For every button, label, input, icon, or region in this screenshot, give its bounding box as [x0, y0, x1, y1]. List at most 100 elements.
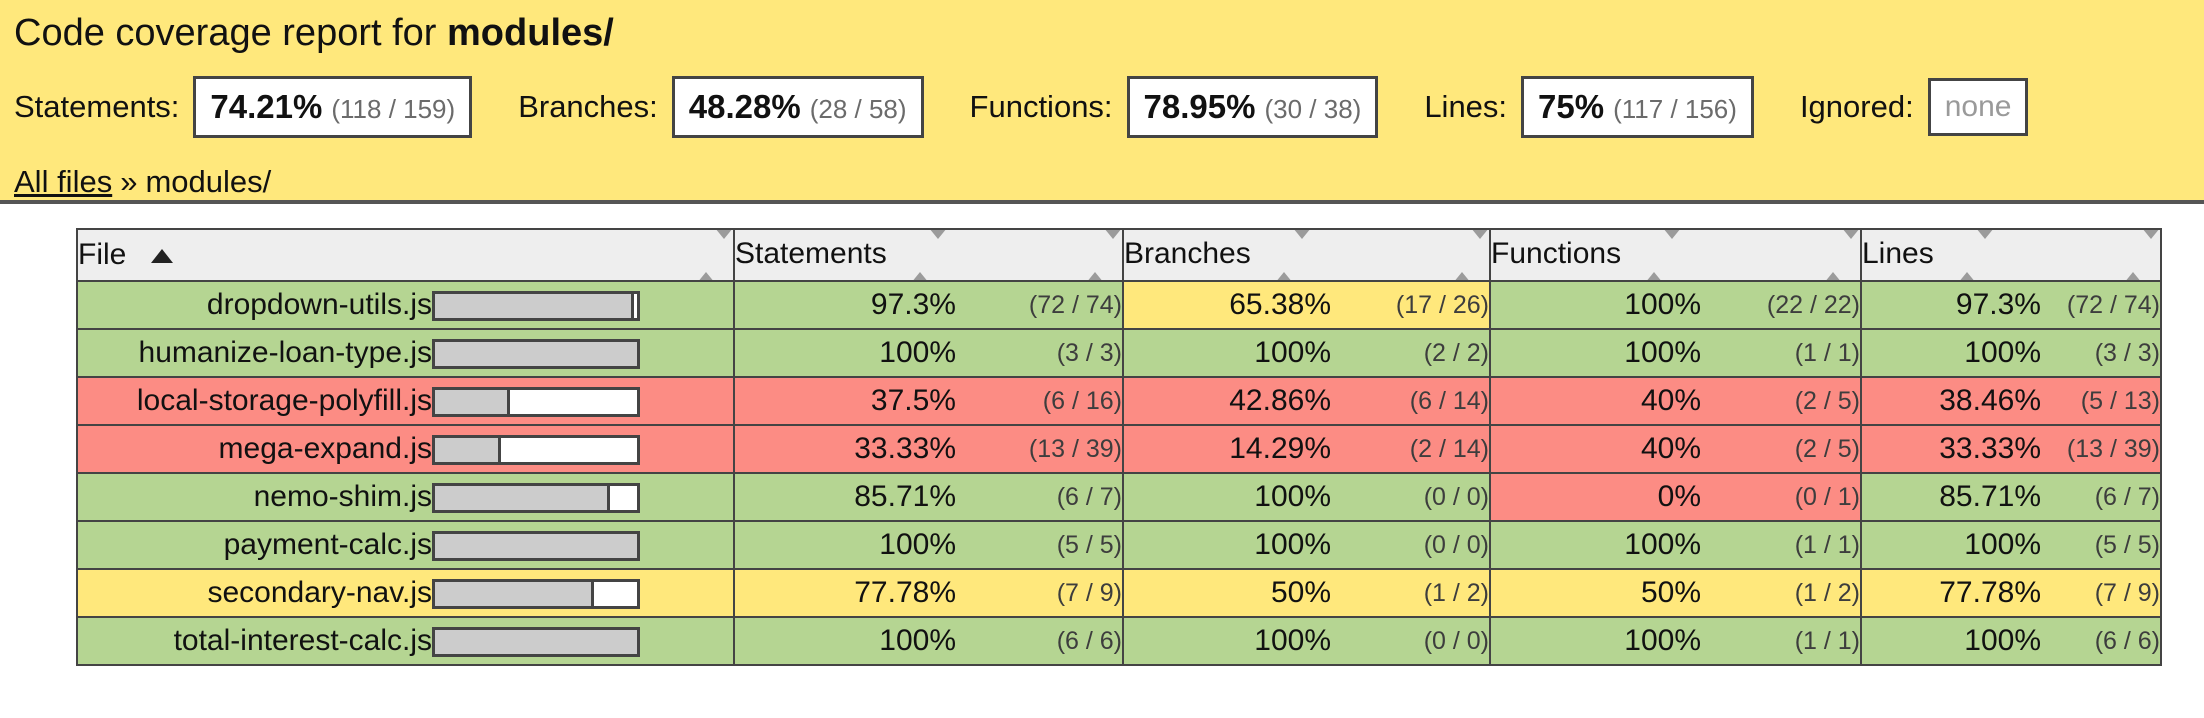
functions-abs-cell: (1 / 2) — [1701, 568, 1861, 618]
sort-icon — [697, 231, 733, 279]
coverage-bar-fill — [432, 483, 610, 514]
branches-abs-cell: (2 / 2) — [1331, 328, 1490, 378]
coverage-bar-fill — [432, 579, 594, 610]
stat-functions-fraction: (30 / 38) — [1264, 93, 1362, 124]
coverage-bar — [432, 387, 640, 418]
table-row: dropdown-utils.js 97.3% (72 / 74) 65.38% (17… — [77, 280, 2161, 330]
statements-pct-cell: 33.33% — [733, 424, 956, 474]
page-title: Code coverage report for modules/ — [14, 12, 2190, 56]
lines-abs-cell: (6 / 7) — [2041, 472, 2161, 522]
file-name-cell[interactable]: mega-expand.js — [77, 424, 432, 474]
lines-abs-cell: (3 / 3) — [2041, 328, 2161, 378]
functions-abs-cell: (2 / 5) — [1701, 376, 1861, 426]
functions-pct-cell: 50% — [1489, 568, 1701, 618]
column-header-functions[interactable]: Functions — [1489, 228, 1701, 282]
stat-lines-fraction: (117 / 156) — [1613, 93, 1737, 124]
lines-pct-cell: 100% — [1860, 520, 2041, 570]
column-header-branches[interactable]: Branches — [1122, 228, 1331, 282]
table-row: payment-calc.js 100% (5 / 5) 100% (0 / 0) 100… — [77, 520, 2161, 570]
file-name-cell[interactable]: dropdown-utils.js — [77, 280, 432, 330]
coverage-bar-fill — [432, 387, 510, 418]
sort-icon — [911, 231, 948, 279]
column-header-branches-abs[interactable] — [1331, 228, 1490, 282]
functions-abs-cell: (1 / 1) — [1701, 520, 1861, 570]
column-header-lines[interactable]: Lines — [1860, 228, 2041, 282]
coverage-bar-cell — [432, 328, 734, 378]
stat-statements-fraction: (118 / 159) — [331, 93, 456, 124]
report-body: File Statements Branches — [0, 204, 2204, 666]
branches-abs-cell: (17 / 26) — [1331, 280, 1490, 330]
file-name-cell[interactable]: local-storage-polyfill.js — [77, 376, 432, 426]
sort-icon — [1958, 231, 1995, 279]
functions-abs-cell: (1 / 1) — [1701, 616, 1861, 666]
branches-pct-cell: 42.86% — [1122, 376, 1331, 426]
statements-pct-cell: 77.78% — [733, 568, 956, 618]
branches-abs-cell: (2 / 14) — [1331, 424, 1490, 474]
table-row: humanize-loan-type.js 100% (3 / 3) 100% (2 /… — [77, 328, 2161, 378]
file-name-cell[interactable]: secondary-nav.js — [77, 568, 432, 618]
statements-pct-cell: 85.71% — [733, 472, 956, 522]
branches-abs-cell: (0 / 0) — [1331, 472, 1490, 522]
column-header-statements[interactable]: Statements — [733, 228, 956, 282]
table-row: secondary-nav.js 77.78% (7 / 9) 50% (1 / 2) 5… — [77, 568, 2161, 618]
report-header: Code coverage report for modules/ Statem… — [0, 0, 2204, 204]
lines-pct-cell: 38.46% — [1860, 376, 2041, 426]
lines-pct-cell: 85.71% — [1860, 472, 2041, 522]
branches-abs-cell: (0 / 0) — [1331, 520, 1490, 570]
column-header-bar[interactable] — [432, 228, 734, 282]
functions-pct-cell: 40% — [1489, 376, 1701, 426]
lines-pct-cell: 100% — [1860, 328, 2041, 378]
coverage-bar-fill — [432, 339, 640, 370]
stat-functions-value-box: 78.95% (30 / 38) — [1126, 75, 1379, 138]
functions-pct-cell: 100% — [1489, 280, 1701, 330]
stat-functions-label: Functions: — [969, 88, 1113, 124]
file-name-cell[interactable]: nemo-shim.js — [77, 472, 432, 522]
functions-abs-cell: (0 / 1) — [1701, 472, 1861, 522]
stat-lines-pct: 75% — [1538, 87, 1605, 125]
statements-abs-cell: (7 / 9) — [956, 568, 1123, 618]
file-name-cell[interactable]: total-interest-calc.js — [77, 616, 432, 666]
lines-pct-cell: 77.78% — [1860, 568, 2041, 618]
statements-pct-cell: 37.5% — [733, 376, 956, 426]
page-title-entity: modules/ — [447, 12, 614, 54]
table-header-row: File Statements Branches — [77, 228, 2161, 282]
stat-branches-fraction: (28 / 58) — [809, 93, 907, 124]
coverage-bar — [432, 531, 640, 562]
functions-abs-cell: (2 / 5) — [1701, 424, 1861, 474]
sort-icon — [1275, 231, 1312, 279]
stat-lines-value-box: 75% (117 / 156) — [1521, 75, 1754, 138]
column-header-statements-abs[interactable] — [956, 228, 1123, 282]
file-name-cell[interactable]: payment-calc.js — [77, 520, 432, 570]
file-name-cell[interactable]: humanize-loan-type.js — [77, 328, 432, 378]
branches-pct-cell: 100% — [1122, 328, 1331, 378]
table-row: total-interest-calc.js 100% (6 / 6) 100% (0 … — [77, 616, 2161, 666]
coverage-bar-empty — [501, 435, 640, 466]
stat-ignored: Ignored: none — [1800, 77, 2029, 136]
statements-abs-cell: (13 / 39) — [956, 424, 1123, 474]
column-header-file[interactable]: File — [77, 228, 432, 282]
statements-abs-cell: (6 / 7) — [956, 472, 1123, 522]
coverage-bar-cell — [432, 616, 734, 666]
breadcrumb-all-files-link[interactable]: All files — [14, 163, 113, 199]
branches-pct-cell: 100% — [1122, 616, 1331, 666]
column-header-functions-abs[interactable] — [1701, 228, 1861, 282]
coverage-bar-fill — [432, 291, 634, 322]
branches-abs-cell: (6 / 14) — [1331, 376, 1490, 426]
coverage-bar-cell — [432, 376, 734, 426]
coverage-bar-empty — [594, 579, 640, 610]
stat-statements-value-box: 74.21% (118 / 159) — [193, 75, 473, 138]
column-header-lines-abs[interactable] — [2041, 228, 2161, 282]
functions-abs-cell: (1 / 1) — [1701, 328, 1861, 378]
column-header-branches-label: Branches — [1124, 237, 1251, 271]
page-title-prefix: Code coverage report for — [14, 12, 448, 54]
statements-abs-cell: (5 / 5) — [956, 520, 1123, 570]
table-row: mega-expand.js 33.33% (13 / 39) 14.29% (2 / … — [77, 424, 2161, 474]
stat-lines-label: Lines: — [1424, 88, 1508, 124]
statements-pct-cell: 100% — [733, 616, 956, 666]
column-header-statements-label: Statements — [735, 237, 887, 271]
coverage-table-body: dropdown-utils.js 97.3% (72 / 74) 65.38% (17… — [77, 280, 2161, 666]
branches-pct-cell: 100% — [1122, 472, 1331, 522]
statements-pct-cell: 100% — [733, 520, 956, 570]
coverage-bar-fill — [432, 531, 640, 562]
lines-abs-cell: (7 / 9) — [2041, 568, 2161, 618]
